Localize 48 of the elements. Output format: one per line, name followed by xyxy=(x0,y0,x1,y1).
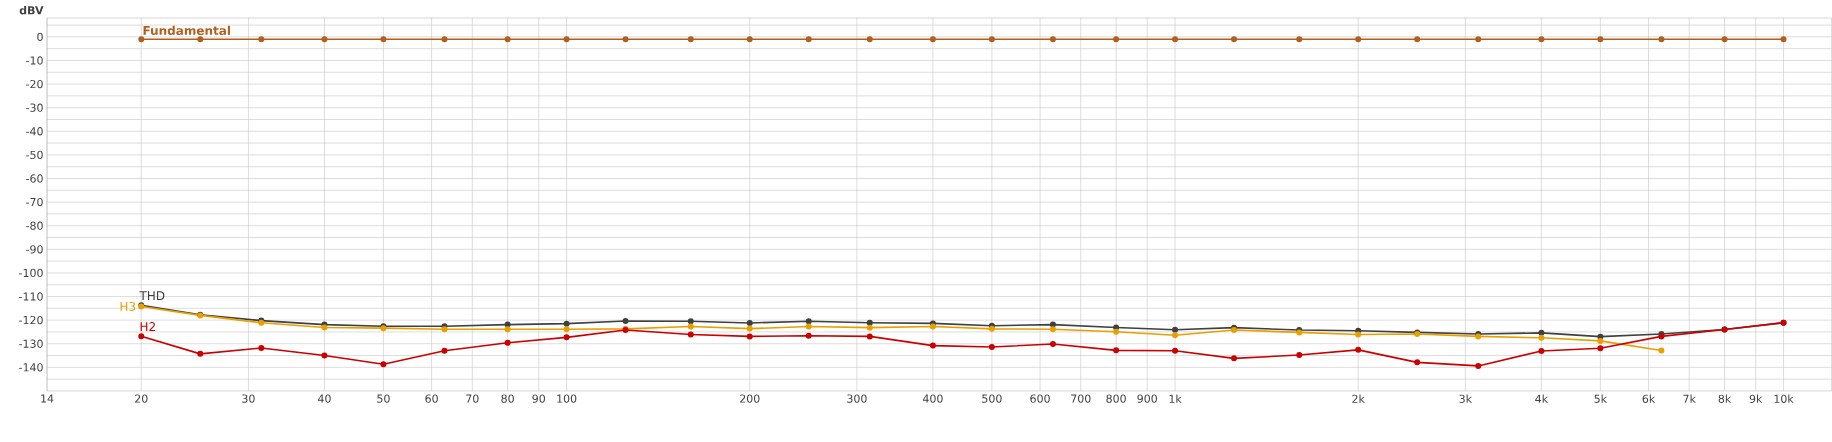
y-tick-label: -10 xyxy=(26,56,43,65)
y-tick-label: 0 xyxy=(37,32,43,42)
x-tick-label: 6k xyxy=(1642,394,1656,403)
x-tick-label: 40 xyxy=(317,394,331,403)
y-tick-label: -120 xyxy=(19,315,43,325)
x-tick-label: 200 xyxy=(740,394,760,403)
x-tick-label: 500 xyxy=(982,394,1002,403)
x-tick-label: 14 xyxy=(41,394,54,403)
series-label: H3 xyxy=(120,301,136,311)
x-tick-label: 9k xyxy=(1749,394,1763,403)
y-tick-label: -140 xyxy=(19,363,43,372)
y-tick-label: -20 xyxy=(26,79,43,89)
y-tick-label: -40 xyxy=(26,127,43,136)
x-tick-label: 700 xyxy=(1071,394,1091,403)
y-tick-label: -80 xyxy=(26,221,43,230)
x-tick-label: 30 xyxy=(242,394,255,403)
x-tick-label: 5k xyxy=(1594,394,1608,403)
x-tick-label: 60 xyxy=(425,394,438,403)
x-tick-label: 50 xyxy=(377,394,390,403)
x-tick-label: 80 xyxy=(501,394,514,403)
series-label: H2 xyxy=(140,322,155,331)
x-tick-label: 8k xyxy=(1718,394,1732,403)
x-tick-label: 3k xyxy=(1459,394,1473,403)
y-axis-title: dBV xyxy=(19,5,44,15)
series-label: THD xyxy=(139,291,165,301)
x-tick-label: 20 xyxy=(135,394,148,403)
x-tick-label: 10k xyxy=(1774,394,1794,403)
x-tick-label: 2k xyxy=(1352,394,1365,403)
x-tick-label: 900 xyxy=(1137,394,1157,403)
x-tick-label: 1k xyxy=(1169,394,1182,403)
y-tick-label: -110 xyxy=(19,292,43,301)
x-tick-label: 300 xyxy=(847,394,867,403)
y-tick-label: -70 xyxy=(26,197,43,207)
y-tick-label: -90 xyxy=(26,245,43,254)
x-tick-label: 4k xyxy=(1535,394,1549,403)
x-tick-label: 100 xyxy=(557,394,577,403)
y-tick-label: -50 xyxy=(26,150,43,160)
x-tick-label: 90 xyxy=(532,394,546,403)
x-tick-label: 400 xyxy=(922,394,943,403)
y-tick-label: -30 xyxy=(26,103,43,112)
x-tick-label: 7k xyxy=(1683,394,1696,403)
x-tick-label: 70 xyxy=(466,394,479,403)
series-label: Fundamental xyxy=(143,25,230,36)
x-tick-label: 800 xyxy=(1106,394,1126,403)
x-tick-label: 600 xyxy=(1030,394,1050,403)
y-tick-label: -100 xyxy=(19,268,43,278)
y-tick-label: -130 xyxy=(19,339,43,348)
y-tick-label: -60 xyxy=(26,174,43,183)
